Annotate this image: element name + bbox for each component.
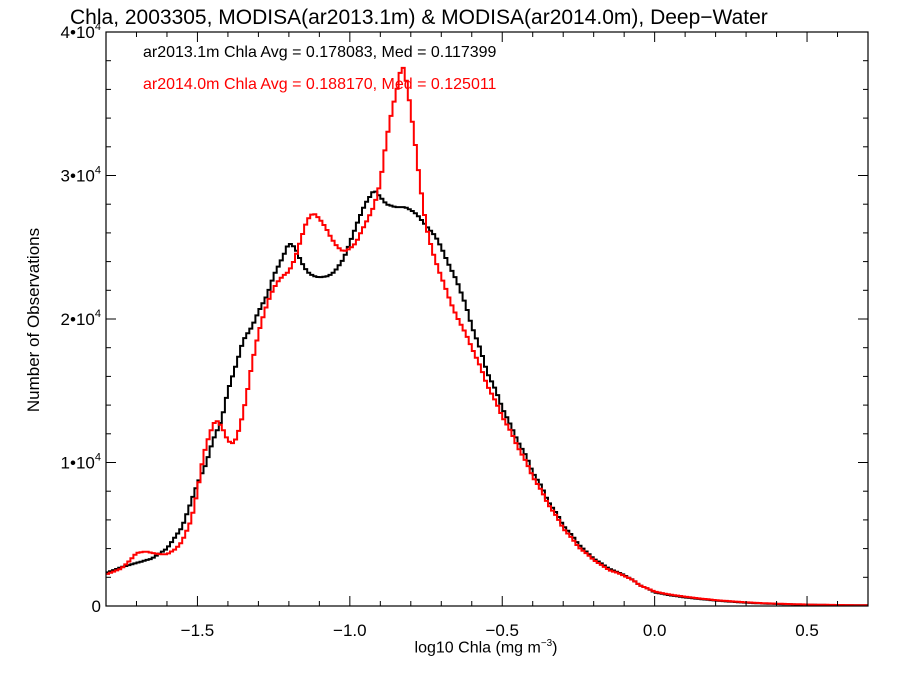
x-tick-label: 0.5 [795, 621, 819, 640]
plot-frame [105, 31, 869, 607]
y-tick-label: 3•104 [61, 165, 101, 186]
series-line-2 [106, 66, 868, 607]
x-axis-label-exponent: −3 [540, 638, 553, 649]
series-line-1 [106, 190, 868, 607]
chart-title: Chla, 2003305, MODISA(ar2013.1m) & MODIS… [70, 6, 768, 29]
x-tick-label: −0.5 [485, 621, 519, 640]
x-axis-label: log10 Chla (mg m−3) [415, 638, 558, 657]
x-axis-label-close: ) [552, 639, 558, 657]
y-tick-label: 4•104 [61, 21, 101, 42]
series-layer [106, 66, 868, 607]
tick-layer: −1.5 −1.0 −0.5 0.0 0.5 0 1•104 2•104 3•104 4•104 [61, 21, 869, 640]
x-axis-label-base: log10 Chla (mg m [414, 639, 541, 657]
x-tick-label: 0.0 [643, 621, 667, 640]
x-tick-label: −1.0 [333, 621, 367, 640]
legend-ar2013-stats: ar2013.1m Chla Avg = 0.178083, Med = 0.1… [143, 44, 497, 61]
y-tick-label: 0 [92, 597, 101, 616]
x-tick-label: −1.5 [181, 621, 215, 640]
y-tick-label: 1•104 [61, 452, 101, 473]
y-axis-label: Number of Observations [24, 227, 43, 413]
legend-ar2014-stats: ar2014.0m Chla Avg = 0.188170, Med = 0.1… [143, 76, 497, 93]
y-tick-label: 2•104 [61, 308, 101, 329]
